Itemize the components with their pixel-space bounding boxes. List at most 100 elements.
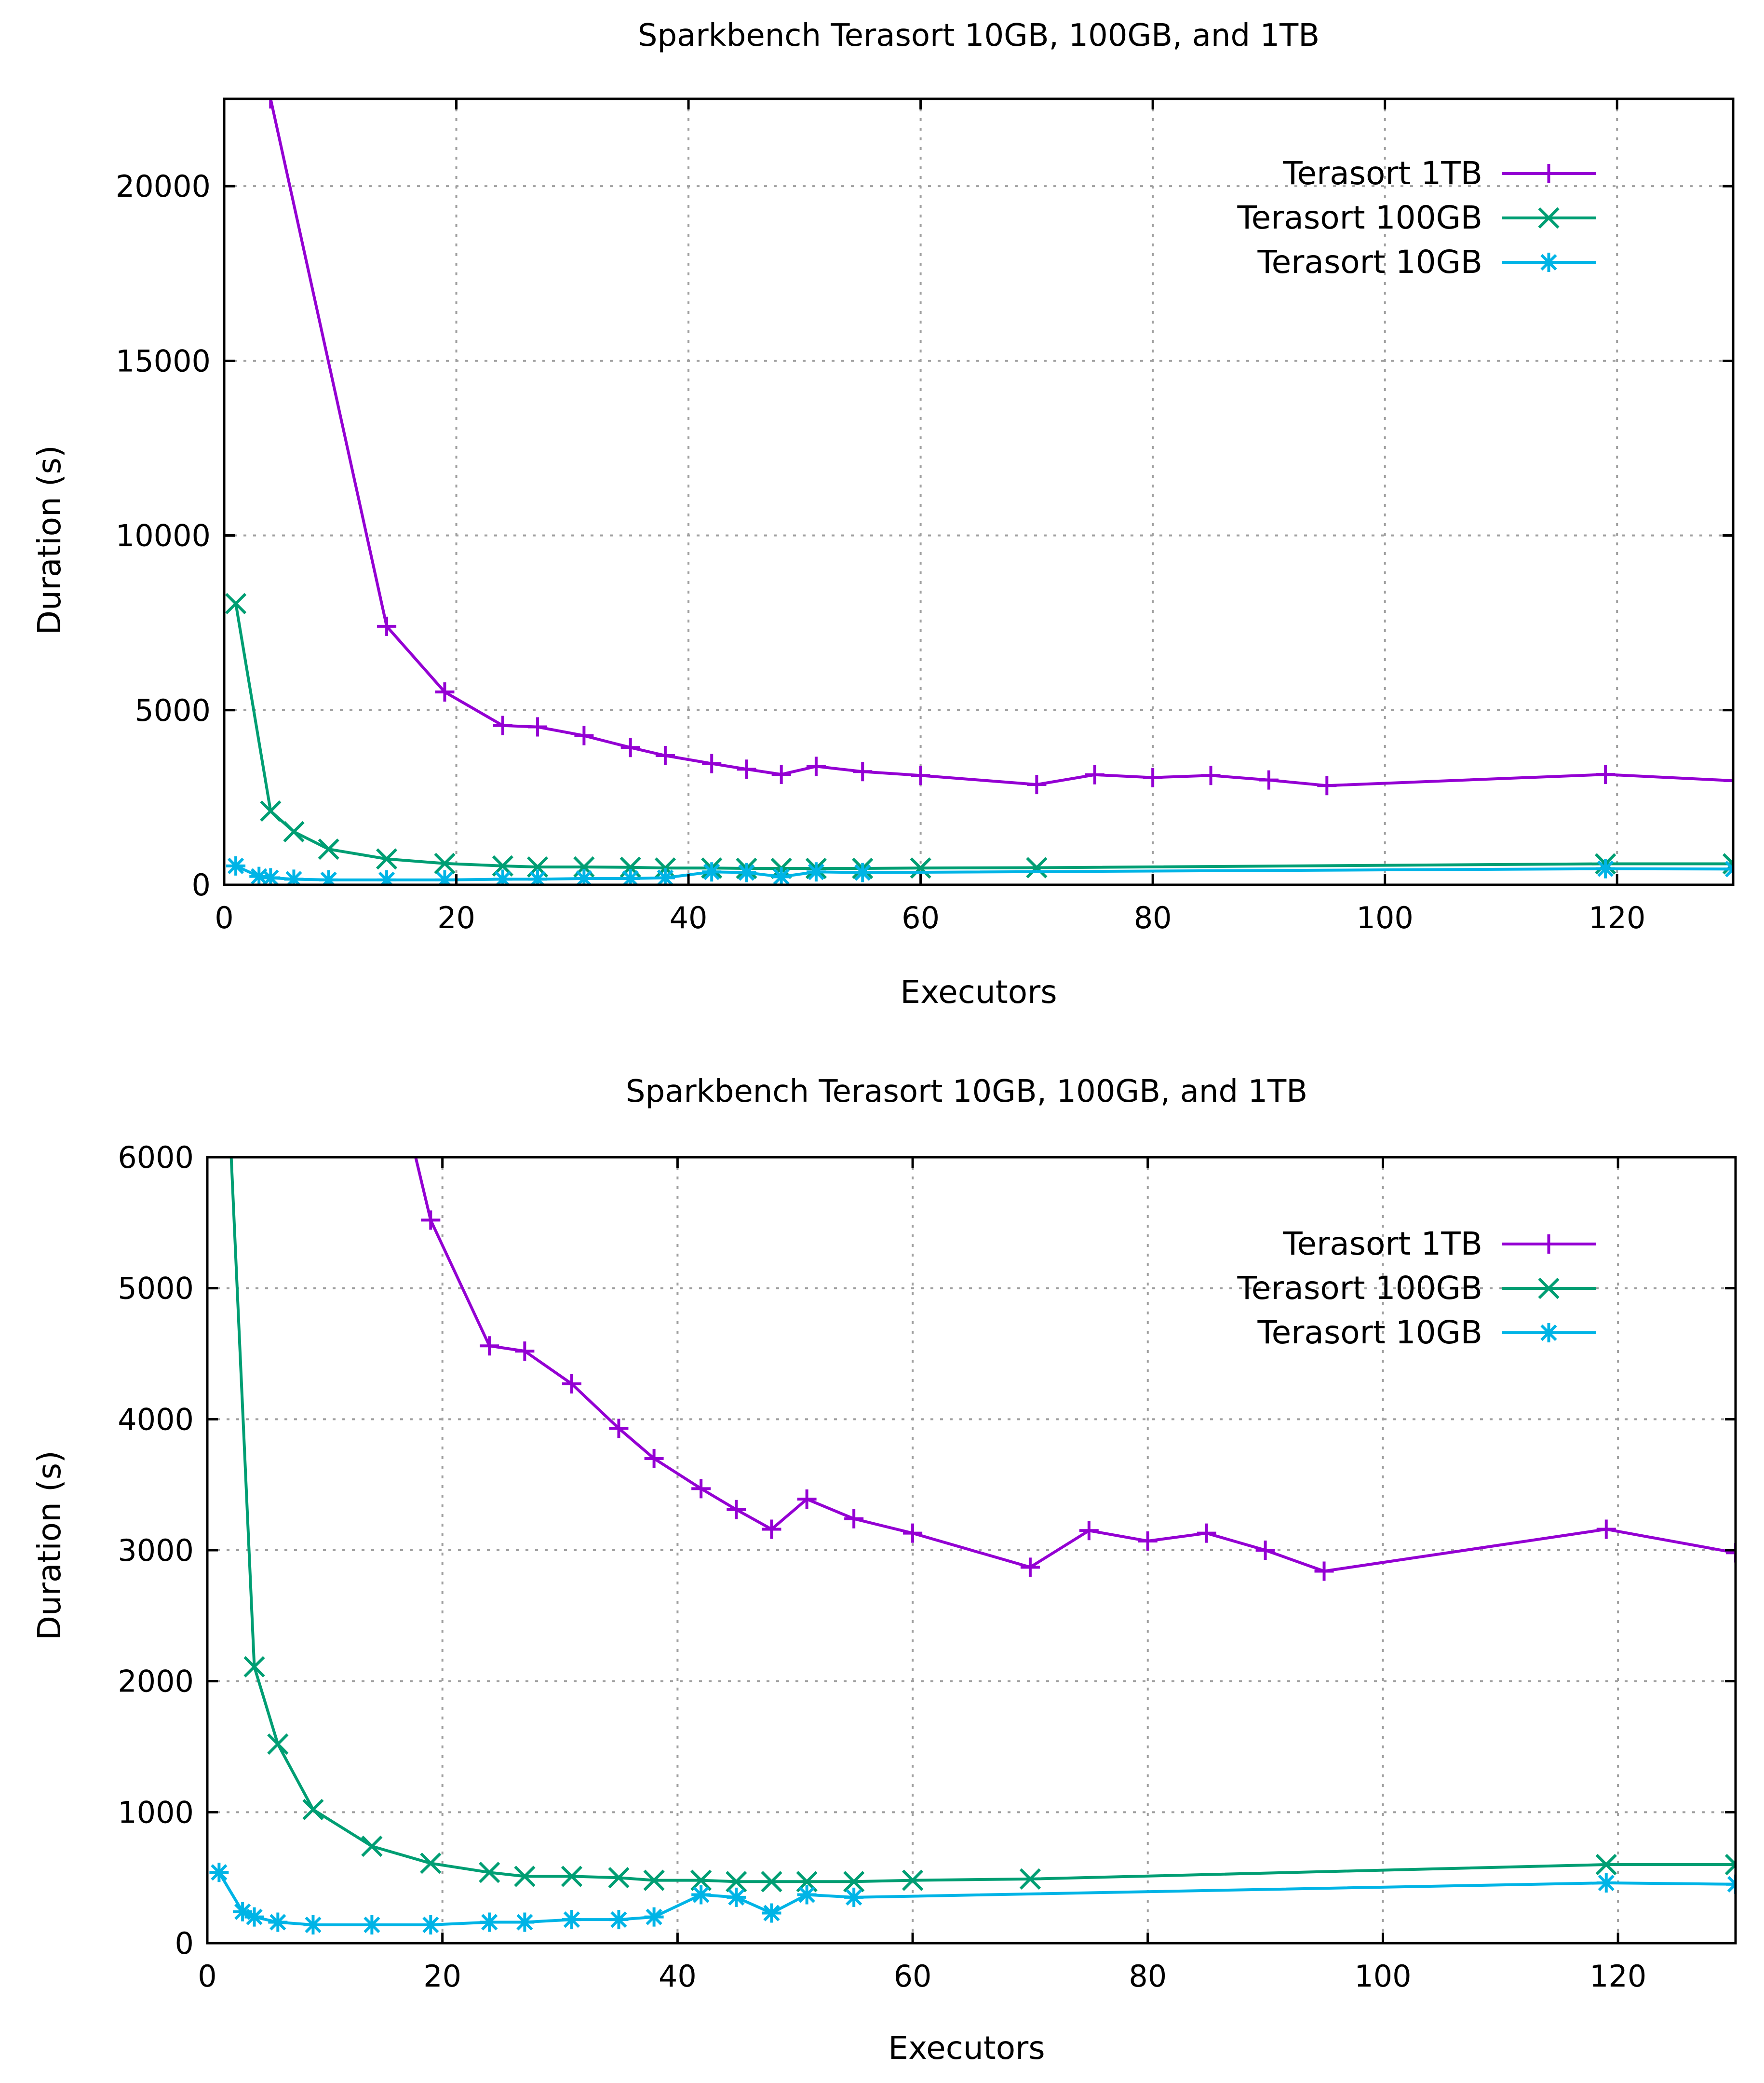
x-tick-label: 40 (670, 900, 708, 935)
data-point-100gb (318, 838, 339, 860)
data-point-1tb (1020, 1557, 1040, 1577)
data-point-10gb (1596, 859, 1616, 879)
data-point-100gb (561, 1866, 583, 1887)
data-point-10gb (435, 870, 455, 885)
data-point-10gb (797, 1885, 817, 1905)
data-point-1tb (644, 1448, 664, 1468)
data-point-1tb (1726, 1543, 1736, 1563)
data-point-10gb (1724, 859, 1733, 879)
data-point-1tb (609, 1419, 629, 1438)
data-point-10gb (727, 1887, 746, 1907)
data-point-10gb (268, 1912, 288, 1932)
y-tick-label: 15000 (116, 343, 211, 379)
x-tick-label: 0 (198, 1959, 216, 1994)
data-point-1tb (421, 1210, 441, 1230)
data-point-1tb (562, 1374, 581, 1393)
data-point-10gb (303, 1915, 323, 1934)
series-line-100gb (234, 603, 1733, 870)
y-tick-label: 0 (175, 1926, 194, 1961)
x-tick-label: 60 (894, 1959, 932, 1994)
data-point-10gb (620, 868, 640, 885)
data-point-1tb (1259, 770, 1279, 790)
data-point-100gb (1019, 1868, 1041, 1890)
data-point-1tb (655, 745, 675, 765)
data-point-100gb (643, 1869, 665, 1891)
x-tick-label: 120 (1589, 1959, 1646, 1994)
data-point-1tb (435, 682, 455, 702)
data-point-1tb (1085, 765, 1104, 785)
data-point-100gb (726, 1871, 747, 1893)
data-point-10gb (515, 1912, 535, 1932)
data-point-1tb (1255, 1541, 1275, 1560)
data-point-10gb (762, 1903, 781, 1923)
data-point-100gb (260, 800, 282, 822)
data-point-100gb (225, 593, 247, 614)
data-point-10gb (737, 863, 756, 882)
chart-title: Sparkbench Terasort 10GB, 100GB, and 1TB (638, 18, 1320, 54)
data-point-10gb (377, 870, 397, 885)
data-point-1tb (853, 762, 873, 782)
data-point-10gb (421, 1915, 441, 1934)
chart-top: Sparkbench Terasort 10GB, 100GB, and 1TB… (31, 18, 1735, 1011)
data-point-1tb (727, 1500, 746, 1519)
data-point-100gb (302, 1799, 324, 1821)
data-point-100gb (902, 1869, 924, 1891)
data-point-10gb (771, 867, 791, 885)
data-point-10gb (480, 1912, 499, 1932)
data-point-100gb (761, 1871, 782, 1893)
series-line-1tb (414, 1157, 1736, 1573)
data-point-1tb (1143, 768, 1163, 787)
x-tick-label: 100 (1354, 1959, 1411, 1994)
x-tick-label: 60 (902, 900, 940, 935)
series-line-100gb (229, 1157, 1736, 1883)
data-point-100gb (243, 1656, 265, 1677)
data-point-1tb (844, 1509, 864, 1528)
x-tick-label: 20 (437, 900, 475, 935)
y-tick-label: 4000 (118, 1402, 194, 1437)
legend: Terasort 1TB Terasort 100GB Terasort 10G… (1237, 155, 1596, 281)
data-point-100gb (654, 857, 676, 879)
legend: Terasort 1TB Terasort 100GB Terasort 10G… (1237, 1225, 1596, 1351)
legend-marker-10gb (1539, 1323, 1559, 1342)
data-point-10gb (209, 1863, 229, 1882)
data-point-100gb (1026, 857, 1048, 879)
x-tick-label: 80 (1134, 900, 1172, 935)
data-point-10gb (562, 1910, 581, 1930)
data-point-1tb (702, 754, 722, 773)
x-tick-label: 80 (1129, 1959, 1167, 1994)
y-tick-label: 1000 (118, 1795, 194, 1830)
y-tick-label: 3000 (118, 1533, 194, 1568)
y-tick-label: 20000 (116, 169, 211, 204)
legend-marker-100gb (1538, 1277, 1560, 1299)
data-point-1tb (620, 738, 640, 757)
data-point-10gb (574, 868, 594, 885)
y-tick-label: 0 (192, 867, 211, 903)
data-point-10gb (362, 1915, 382, 1934)
y-tick-label: 5000 (118, 1271, 194, 1306)
data-point-1tb (806, 757, 826, 776)
data-point-1tb (691, 1479, 711, 1499)
y-tick-label: 2000 (118, 1664, 194, 1699)
x-tick-label: 120 (1589, 900, 1645, 935)
chart-title: Sparkbench Terasort 10GB, 100GB, and 1TB (626, 1074, 1307, 1109)
x-tick-label: 0 (215, 900, 233, 935)
data-point-1tb (771, 765, 791, 785)
data-point-100gb (843, 1871, 865, 1893)
x-tick-label: 40 (659, 1959, 697, 1994)
data-point-1tb (493, 716, 512, 735)
data-point-1tb (362, 964, 381, 984)
data-point-100gb (910, 857, 931, 879)
data-point-1tb (480, 1336, 499, 1356)
plot-frame (223, 97, 1735, 886)
data-point-10gb (1726, 1874, 1736, 1894)
data-point-1tb (1201, 766, 1221, 785)
y-axis-label: Duration (s) (31, 1450, 68, 1640)
data-point-1tb (1596, 1519, 1616, 1539)
data-point-1tb (1596, 765, 1616, 785)
legend-label-10gb: Terasort 10GB (1257, 243, 1482, 281)
data-point-100gb (514, 1866, 536, 1887)
data-point-100gb (283, 821, 305, 843)
data-point-100gb (376, 848, 398, 870)
data-point-1tb (1027, 775, 1047, 795)
